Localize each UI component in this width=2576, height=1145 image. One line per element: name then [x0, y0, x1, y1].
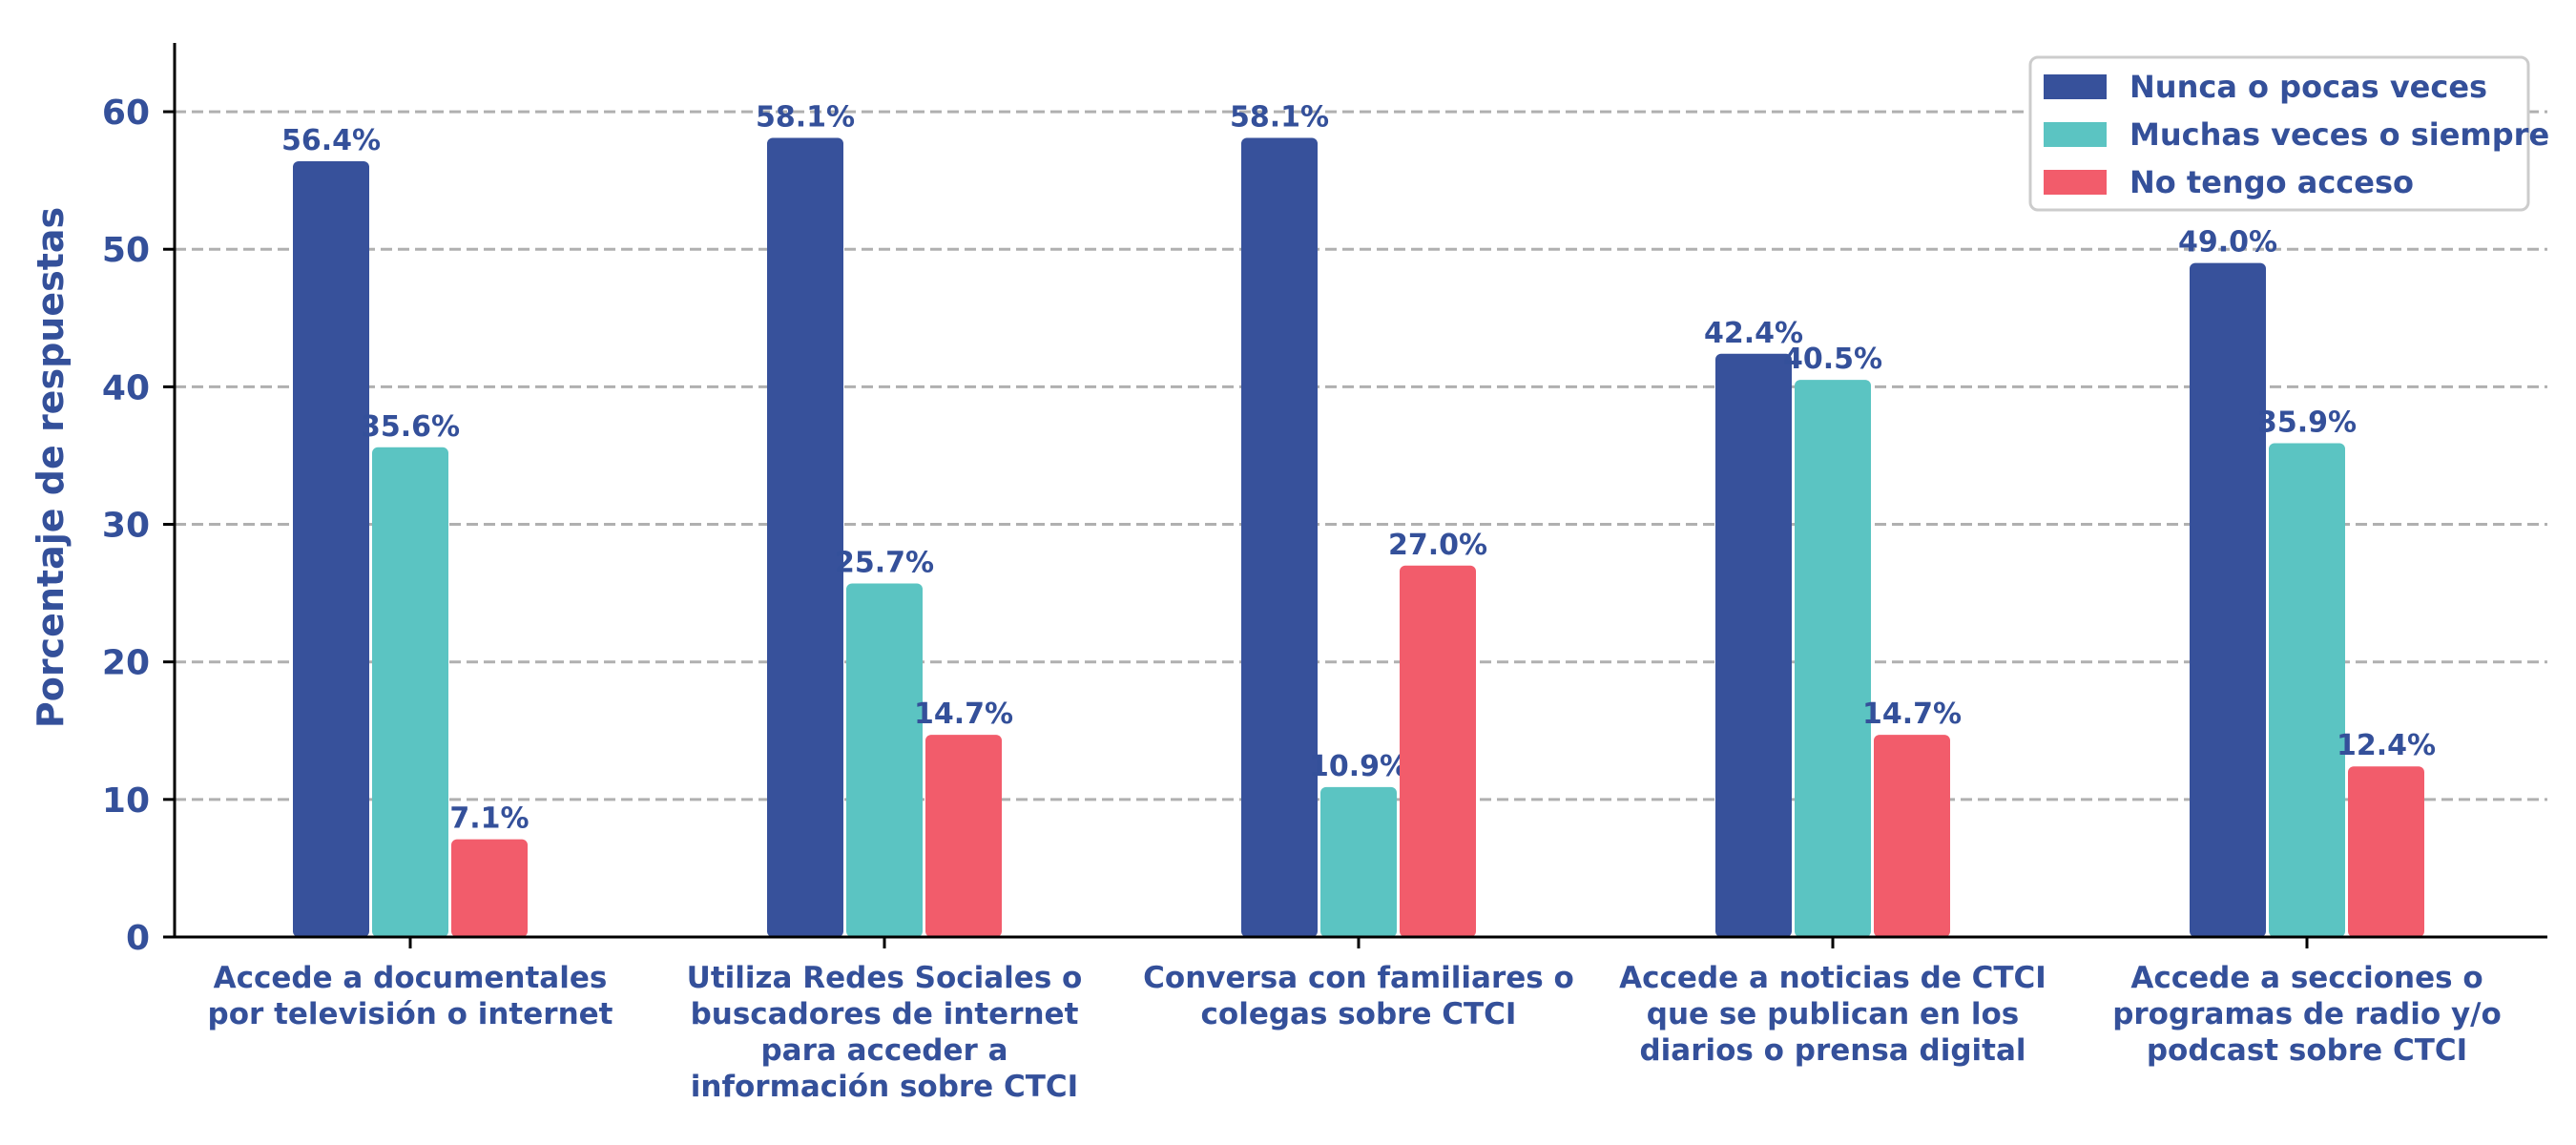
category-label-line: información sobre CTCI	[691, 1070, 1078, 1104]
category-labels: Accede a documentales por televisión o in…	[208, 961, 2502, 1104]
bar	[451, 839, 528, 937]
y-tick-label: 40	[102, 368, 150, 407]
data-label: 42.4%	[1704, 317, 1803, 350]
data-label: 58.1%	[756, 100, 855, 134]
grid-lines	[175, 110, 2547, 802]
category-label-line: por televisión o internet	[208, 997, 613, 1031]
y-axis-title: Porcentaje de respuestas	[30, 207, 72, 728]
data-label: 14.7%	[1862, 697, 1962, 731]
bar	[925, 735, 1002, 937]
data-label: 12.4%	[2337, 729, 2436, 762]
bar	[372, 447, 448, 937]
category-label: Utiliza Redes Sociales o buscadores de in…	[687, 961, 1083, 1104]
legend-box	[2028, 55, 2530, 212]
bars: 56.4% 35.6% 7.1% 58.1% 25.7% 14.7% 58.1% 10.9% 2…	[281, 100, 2436, 938]
bar	[1320, 786, 1397, 937]
bar	[846, 583, 923, 937]
category-label-line: programas de radio y/o	[2112, 997, 2502, 1031]
category-label: Conversa con familiares o colegas sobre C…	[1143, 961, 1574, 1031]
category-label-line: diarios o prensa digital	[1639, 1033, 2025, 1068]
bar	[1241, 137, 1318, 937]
category-label-line: Accede a documentales	[214, 961, 608, 995]
data-label: 58.1%	[1230, 100, 1329, 134]
data-label: 35.6%	[361, 410, 460, 444]
category-label: Accede a secciones o programas de radio y…	[2112, 961, 2502, 1068]
bar	[2190, 262, 2266, 938]
legend-label: No tengo acceso	[2129, 164, 2414, 200]
data-label: 14.7%	[914, 697, 1013, 731]
bar	[1795, 380, 1871, 938]
bar	[2348, 766, 2424, 937]
legend-swatch	[2044, 74, 2107, 99]
data-label: 35.9%	[2257, 406, 2357, 439]
category-label-line: para acceder a	[760, 1033, 1008, 1068]
legend: Nunca o pocas veces Muchas veces o siempr…	[2028, 55, 2549, 212]
category-label-line: Accede a secciones o	[2130, 961, 2483, 995]
category-label: Accede a noticias de CTCI que se publican…	[1619, 961, 2046, 1068]
category-label-line: buscadores de internet	[691, 997, 1079, 1031]
bar	[2269, 443, 2345, 938]
y-tick-label: 20	[102, 644, 150, 683]
category-label-line: Conversa con familiares o	[1143, 961, 1574, 995]
y-tick-label: 50	[102, 231, 150, 270]
y-tick-label: 60	[102, 94, 150, 133]
bar	[1874, 735, 1950, 937]
category-label-line: Utiliza Redes Sociales o	[687, 961, 1083, 995]
legend-swatch	[2044, 170, 2107, 195]
data-label: 40.5%	[1783, 343, 1882, 376]
legend-label: Muchas veces o siempre	[2129, 116, 2549, 153]
bar	[293, 160, 369, 938]
data-label: 27.0%	[1388, 529, 1487, 562]
category-label-line: Accede a noticias de CTCI	[1619, 961, 2046, 995]
category-label-line: podcast sobre CTCI	[2147, 1033, 2467, 1068]
category-label-line: que se publican en los	[1647, 997, 2019, 1031]
y-tick-labels: 0 10 20 30 40 50 60	[102, 94, 150, 958]
axes	[163, 43, 2547, 948]
bar	[767, 137, 843, 937]
bar	[1400, 565, 1476, 937]
category-label-line: colegas sobre CTCI	[1201, 997, 1517, 1031]
y-tick-label: 30	[102, 507, 150, 546]
legend-label: Nunca o pocas veces	[2129, 69, 2487, 105]
data-label: 10.9%	[1309, 750, 1408, 783]
data-label: 25.7%	[835, 547, 934, 580]
category-label: Accede a documentales por televisión o in…	[208, 961, 613, 1031]
data-label: 49.0%	[2178, 226, 2277, 260]
legend-swatch	[2044, 122, 2107, 147]
bar	[1715, 353, 1792, 937]
data-label: 56.4%	[281, 124, 381, 157]
data-label: 7.1%	[449, 802, 529, 836]
y-tick-label: 10	[102, 781, 150, 821]
y-tick-label: 0	[126, 919, 150, 958]
